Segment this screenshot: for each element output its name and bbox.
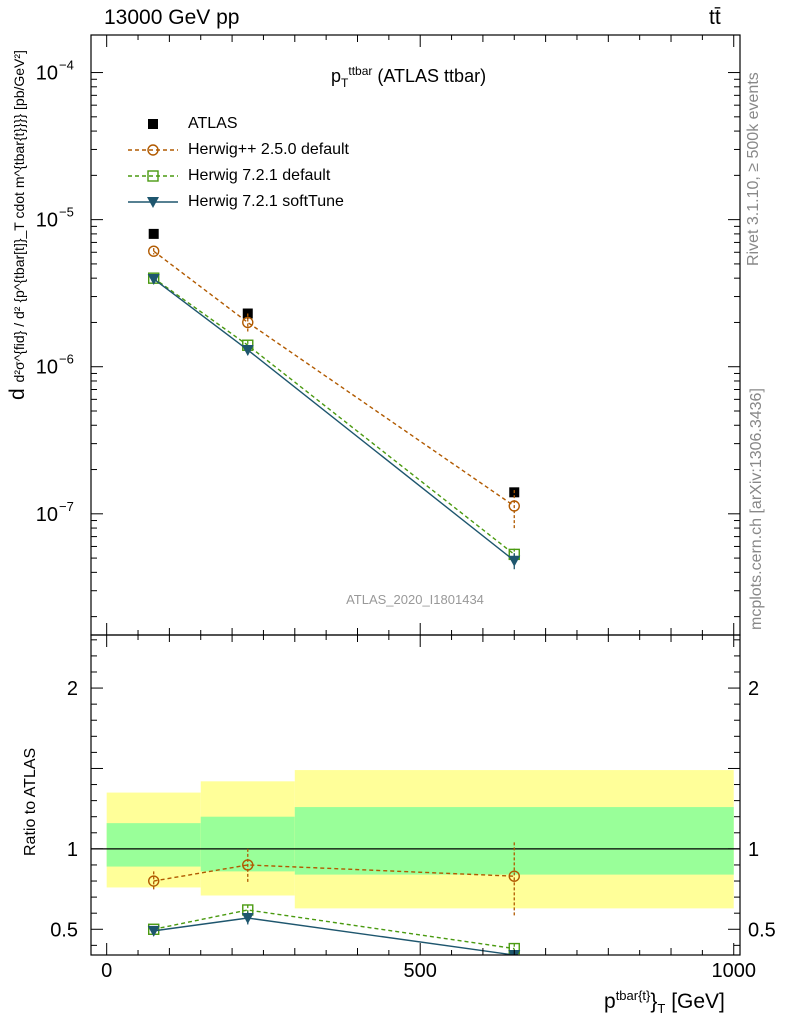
ratio-ytick-label-left-0: 0.5 [50,919,78,941]
main-ytick-exp-2: −5 [59,205,74,220]
ratio-uncertainty-bands [106,770,734,909]
ratio-ytick-label-right-2: 2 [748,678,759,700]
main-line-softtune [153,278,515,562]
ratio-frame [90,634,741,956]
plot-title: pTttbar (ATLAS ttbar) [331,62,486,91]
main-ytick-label-2: 10 [36,210,58,232]
axis-ticks [91,35,740,955]
ratio-y-axis-label: Ratio to ATLAS [22,747,39,856]
main-clipped [147,228,521,570]
x-label-unit: [GeV] [665,990,725,1013]
legend-marker-herwigpp [147,144,159,156]
y-label-d: d [6,388,29,400]
main-ytick-exp-3: −4 [59,58,74,73]
main-point-softtune-0 [147,273,160,285]
main-ytick-exp-1: −6 [59,352,74,367]
ratio-line-softtune [153,917,515,955]
main-point-herwigpp-2 [508,500,520,512]
main-ytick-label-3: 10 [36,63,58,85]
main-point-softtune-2 [508,555,521,567]
x-axis-label: ptbar{t}}T [GeV] [604,984,725,1018]
legend-label-herwig721: Herwig 7.2.1 default [188,167,331,184]
rivet-note: Rivet 3.1.10, ≥ 500k events [745,72,762,266]
ratio-ytick-label-right-0: 0.5 [748,919,776,941]
xtick-label-0: 0 [101,960,112,982]
main-line-herwigpp [153,250,515,507]
legend-marker-herwig721 [147,170,159,182]
analysis-label: ATLAS_2020_I1801434 [346,592,484,607]
axis-tick-labels: 10−710−610−510 −40.5 0.51 12 20 500 1000 [36,58,776,982]
plot-title-main: p [331,66,342,86]
ratio-clipped [147,842,521,955]
ratio-point-herwigpp-0 [148,875,160,887]
ratio-ytick-label-left-2: 2 [67,678,78,700]
mcplots-note: mcplots.cern.ch [arXiv:1306.3436] [748,388,765,630]
ratio-line-herwigpp [153,864,515,882]
ratio-ytick-label-right-1: 1 [748,839,759,861]
energy-label: 13000 GeV pp [104,6,240,29]
xtick-label-2: 1000 [711,960,756,982]
plot-title-sub: T [341,75,349,90]
axes-frames [90,34,741,956]
ratio-series-group [147,842,521,955]
band-inner-bin-0 [106,823,201,867]
ratio-ytick-label-left-1: 1 [67,839,78,861]
ratio-point-softtune-1 [241,913,254,925]
y-label-text: d²σ^{fid} / d² {p^{tbar[t]}_T cdot m^{tb… [11,50,27,383]
legend-label-herwigpp: Herwig++ 2.5.0 default [188,141,349,158]
main-ytick-label-0: 10 [36,504,58,526]
plot-title-rest: (ATLAS ttbar) [372,66,487,86]
band-inner-bin-1 [200,816,295,872]
main-point-herwigpp-1 [242,316,254,329]
ratio-point-softtune-0 [147,925,160,937]
ratio-point-herwigpp-1 [242,859,254,871]
main-series-group [147,228,521,570]
legend-label-softtune: Herwig 7.2.1 softTune [188,193,344,210]
x-label-main: p [604,990,616,1013]
plot-title-sup: ttbar [348,64,373,78]
xtick-label-1: 500 [404,960,437,982]
process-label: tt̄ [709,6,721,29]
main-point-herwigpp-0 [148,245,160,257]
main-ytick-exp-0: −7 [59,499,74,514]
legend-marker-atlas [148,119,158,129]
main-point-atlas-0 [148,228,159,239]
main-point-softtune-1 [241,344,254,356]
main-y-axis-label: d d²σ^{fid} / d² {p^{tbar[t]}_T cdot m^{… [6,50,30,400]
x-label-rest: } [650,990,658,1013]
x-label-sup: tbar{t} [615,988,651,1003]
legend-marker-softtune [147,197,159,208]
ratio-line-herwig721 [153,909,515,950]
ratio-point-herwigpp-2 [508,870,520,882]
legend-label-atlas: ATLAS [188,115,238,132]
main-ytick-label-1: 10 [36,357,58,379]
legend-markers [128,119,178,208]
x-label-sub: T [657,1001,666,1017]
